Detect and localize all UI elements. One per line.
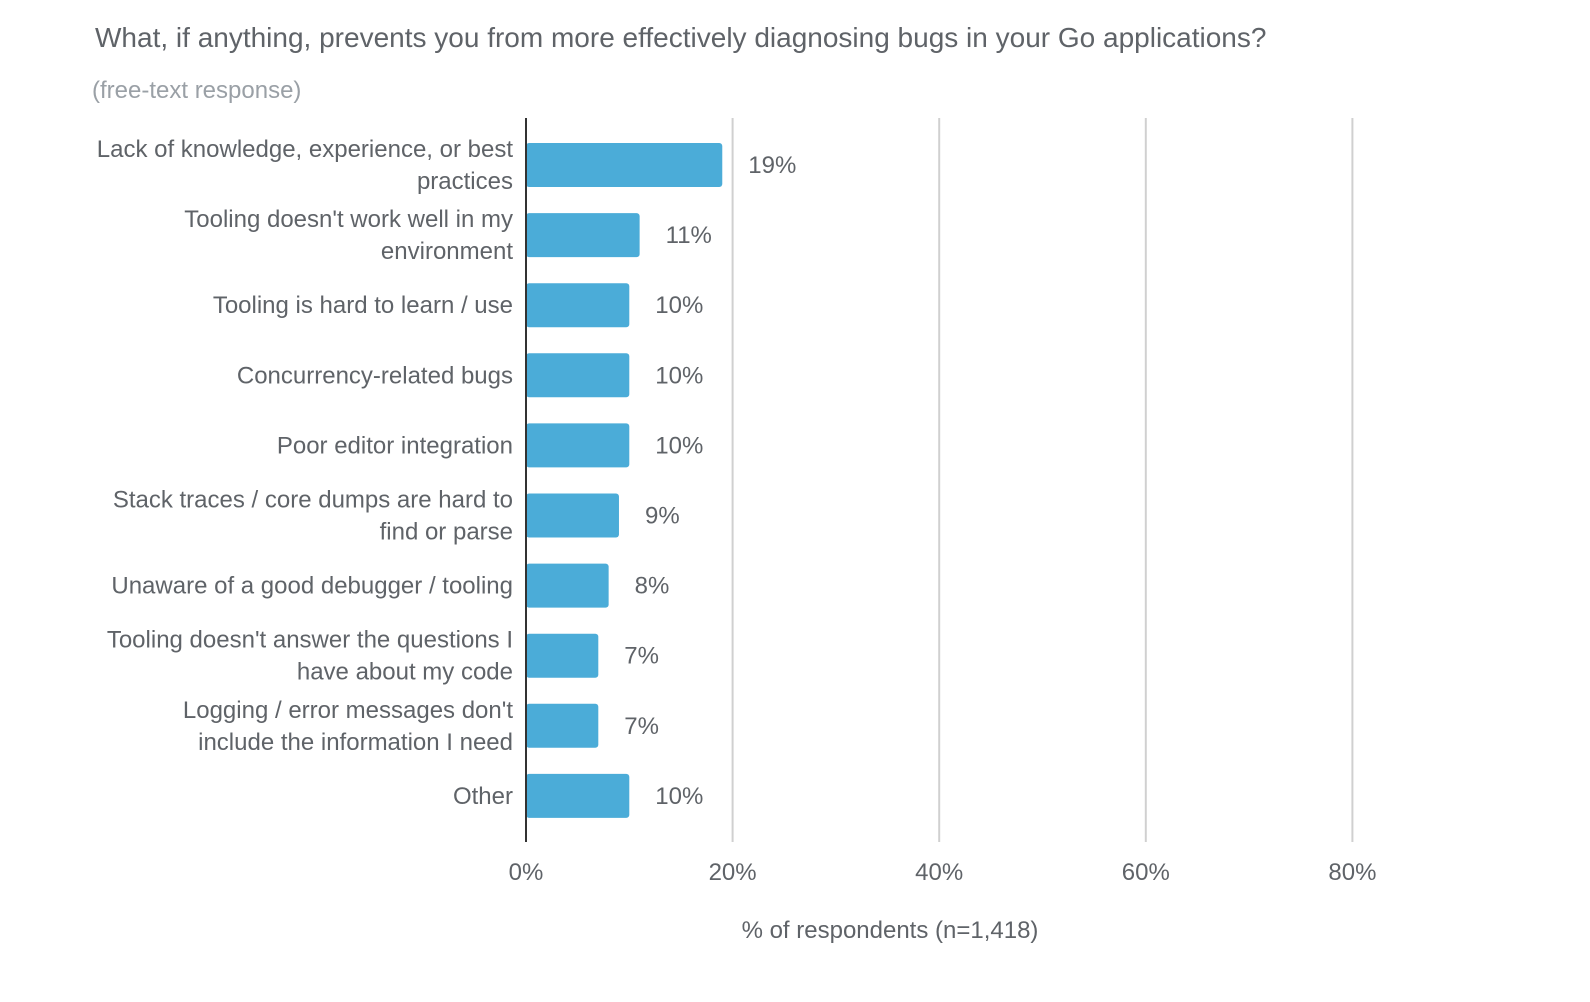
x-axis-title: % of respondents (n=1,418) bbox=[742, 917, 1039, 944]
bars bbox=[526, 143, 723, 818]
data-label: 8% bbox=[635, 573, 670, 600]
bar bbox=[526, 633, 599, 678]
data-label: 10% bbox=[655, 432, 703, 459]
x-axis-ticks: 0% 20% 40% 60% 80% bbox=[509, 859, 1377, 886]
bar bbox=[526, 563, 609, 608]
data-label: 11% bbox=[666, 222, 712, 249]
category-label: environment bbox=[381, 238, 513, 265]
x-tick-label: 0% bbox=[509, 859, 544, 886]
value-labels: 19% 11% 10% 10% 10% 9% 8% 7% 7% 10% bbox=[624, 152, 796, 810]
bar bbox=[526, 353, 630, 398]
category-label: Stack traces / core dumps are hard to bbox=[113, 487, 513, 514]
chart-subtitle: (free-text response) bbox=[92, 77, 302, 104]
bar bbox=[526, 493, 619, 538]
bar bbox=[526, 773, 630, 818]
category-label: Tooling is hard to learn / use bbox=[213, 292, 513, 319]
category-label: include the information I need bbox=[198, 729, 513, 756]
category-label: Tooling doesn't work well in my bbox=[184, 206, 513, 233]
chart-title: What, if anything, prevents you from mor… bbox=[95, 22, 1267, 53]
x-tick-label: 40% bbox=[915, 859, 963, 886]
x-tick-label: 80% bbox=[1328, 859, 1376, 886]
category-label: Concurrency-related bugs bbox=[237, 362, 513, 389]
category-label: find or parse bbox=[380, 519, 513, 546]
category-label: Logging / error messages don't bbox=[183, 697, 513, 724]
x-tick-label: 20% bbox=[709, 859, 757, 886]
category-label: Other bbox=[453, 783, 513, 810]
gridlines bbox=[731, 118, 1354, 842]
data-label: 10% bbox=[655, 292, 703, 319]
bar bbox=[526, 423, 630, 468]
bar bbox=[526, 283, 630, 328]
category-label: practices bbox=[417, 168, 513, 195]
category-label: Lack of knowledge, experience, or best bbox=[97, 136, 514, 163]
data-label: 10% bbox=[655, 783, 703, 810]
data-label: 7% bbox=[624, 713, 659, 740]
data-label: 9% bbox=[645, 503, 680, 530]
category-label: Poor editor integration bbox=[277, 432, 513, 459]
bar bbox=[526, 143, 723, 187]
category-label: Unaware of a good debugger / tooling bbox=[111, 573, 513, 600]
category-label: have about my code bbox=[297, 659, 513, 686]
data-label: 19% bbox=[748, 152, 796, 179]
data-label: 10% bbox=[655, 362, 703, 389]
x-tick-label: 60% bbox=[1122, 859, 1170, 886]
data-label: 7% bbox=[624, 643, 659, 670]
category-label: Tooling doesn't answer the questions I bbox=[107, 627, 513, 654]
bar bbox=[526, 213, 640, 258]
bar bbox=[526, 703, 599, 748]
category-labels: Lack of knowledge, experience, or best pr… bbox=[97, 136, 514, 810]
